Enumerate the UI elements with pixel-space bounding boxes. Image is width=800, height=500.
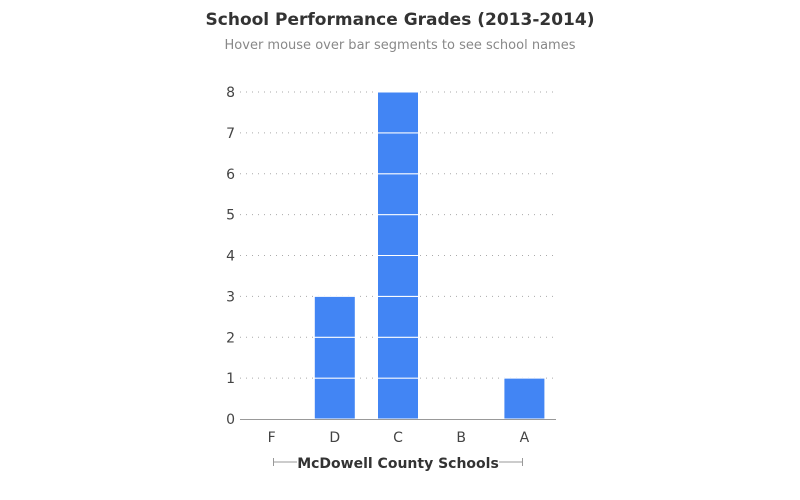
chart-subtitle: Hover mouse over bar segments to see sch…: [224, 38, 576, 53]
bar-segment-C: [377, 173, 419, 216]
x-tick-label: A: [520, 430, 530, 446]
x-tick-label: B: [456, 430, 466, 446]
bar-segment-C: [377, 214, 419, 256]
x-tick-label: F: [268, 430, 276, 446]
bar-segment-C: [377, 132, 419, 175]
y-tick-label: 3: [226, 289, 235, 305]
bar-segment-C: [377, 91, 419, 134]
bar-segment-C: [377, 295, 419, 338]
bar-segment-C: [377, 377, 419, 420]
x-tick-label: C: [393, 430, 403, 446]
x-axis-title: McDowell County Schools: [297, 456, 499, 472]
y-tick-label: 0: [226, 412, 235, 428]
bar-segment-D: [313, 377, 356, 420]
y-tick-label: 7: [226, 126, 235, 142]
y-tick-label: 6: [226, 167, 235, 183]
bar-segment-C: [377, 336, 419, 379]
y-tick-label: 4: [226, 249, 235, 265]
y-tick-label: 8: [226, 85, 235, 101]
bar-segment-A: [503, 377, 546, 420]
x-tick-label: D: [329, 430, 340, 446]
axis-title-bracket-right: [499, 458, 523, 466]
bar-segment-D: [313, 336, 356, 379]
bar-segment-C: [377, 255, 419, 297]
y-tick-label: 2: [226, 330, 235, 346]
chart-title: School Performance Grades (2013-2014): [205, 10, 595, 30]
y-tick-label: 1: [226, 371, 235, 387]
bar-segment-D: [313, 295, 356, 338]
y-tick-label: 5: [226, 208, 235, 224]
axis-title-bracket-left: [273, 458, 297, 466]
